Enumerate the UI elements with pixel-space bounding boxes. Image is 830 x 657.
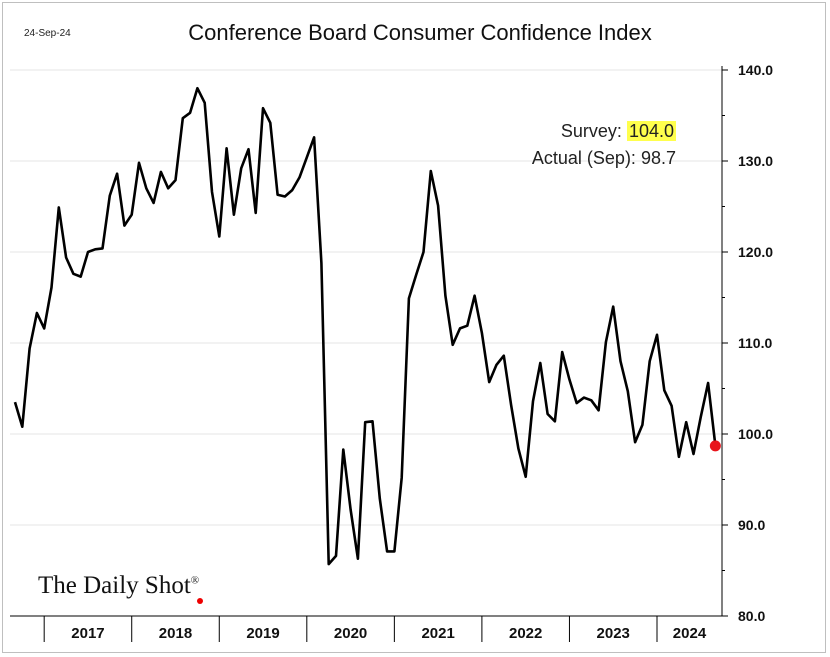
series-layer <box>13 86 721 566</box>
x-tick-label: 2023 <box>597 625 630 642</box>
y-tick-label: 100.0 <box>738 426 773 442</box>
y-tick-label: 80.0 <box>738 608 765 624</box>
x-tick-label: 2022 <box>509 625 542 642</box>
brand-dot-icon <box>197 598 204 604</box>
x-tick-label: 2018 <box>159 625 192 642</box>
survey-row: Survey: 104.0 <box>532 118 676 145</box>
survey-value: 104.0 <box>626 121 676 141</box>
survey-label: Survey: <box>560 121 622 141</box>
y-tick-label: 140.0 <box>738 62 773 78</box>
brand-logo: The Daily Shot® <box>38 572 204 604</box>
brand-name: The Daily Shot <box>38 572 191 599</box>
chart-title: Conference Board Consumer Confidence Ind… <box>188 20 652 45</box>
y-tick-label: 130.0 <box>738 153 773 169</box>
x-tick-label: 2020 <box>334 625 367 642</box>
y-tick-label: 120.0 <box>738 244 773 260</box>
date-label: 24-Sep-24 <box>24 28 71 39</box>
actual-row: Actual (Sep): 98.7 <box>532 145 676 172</box>
y-tick-label: 110.0 <box>738 335 772 351</box>
actual-value: 98.7 <box>640 148 676 168</box>
x-tick-label: 2017 <box>71 625 104 642</box>
axes <box>10 66 723 617</box>
grid-lines <box>10 69 722 526</box>
x-tick-label: 2019 <box>246 625 279 642</box>
latest-point <box>709 440 721 452</box>
x-tick-label: 2021 <box>421 625 454 642</box>
series-line <box>13 86 717 566</box>
x-tick-label: 2024 <box>673 625 707 642</box>
survey-annotation: Survey: 104.0 Actual (Sep): 98.7 <box>532 118 676 172</box>
y-axis-ticks: 80.0 90.0 100.0 110.0 120.0 130.0 140.0 <box>722 62 773 624</box>
x-axis-ticks: 2017 2018 2019 2020 2021 2022 2023 2024 <box>43 616 707 642</box>
y-tick-label: 90.0 <box>738 517 765 533</box>
brand-registered-mark: ® <box>190 574 200 587</box>
actual-label: Actual (Sep): <box>531 148 636 168</box>
